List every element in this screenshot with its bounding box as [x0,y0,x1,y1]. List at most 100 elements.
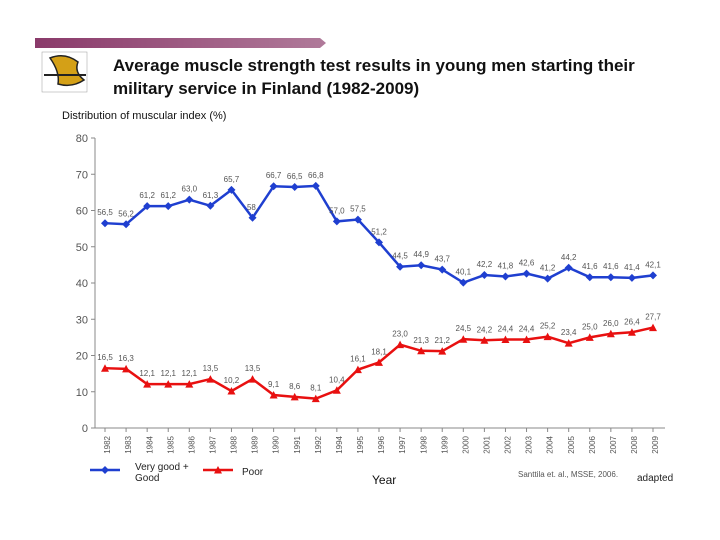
legend-marker [214,466,222,474]
data-label: 27,7 [645,313,661,322]
marker [522,269,531,278]
data-label: 56,5 [97,208,113,217]
data-label: 57,5 [350,205,366,214]
marker [143,380,152,388]
data-label: 12,1 [160,369,176,378]
header-bar [35,38,326,48]
marker [311,181,320,190]
x-tick-label: 1991 [293,435,302,453]
marker [543,274,552,283]
data-label: 18,1 [371,347,387,356]
x-tick-label: 1988 [230,435,239,453]
data-label: 24,4 [519,325,535,334]
x-tick-label: 1989 [251,435,260,453]
marker [522,335,531,344]
data-label: 13,5 [203,364,219,373]
data-label: 66,7 [266,171,282,180]
data-label: 26,4 [624,317,640,326]
data-label: 8,1 [310,384,322,393]
source: Santtila et. al., MSSE, 2006. [518,470,619,479]
x-tick-label: 2009 [651,435,660,453]
y-tick-label: 30 [76,314,88,326]
subtitle: Distribution of muscular index (%) [62,110,227,122]
x-tick-label: 1998 [419,435,428,453]
x-tick-label: 1992 [314,435,323,453]
legend-marker [101,466,109,474]
data-label: 23,0 [392,330,408,339]
marker [396,340,405,349]
data-label: 42,6 [519,259,535,268]
legend-label: Very good + Good [135,462,189,484]
data-label: 25,2 [540,322,556,331]
x-tick-label: 1987 [208,435,217,453]
x-tick-label: 1986 [187,435,196,453]
data-label: 10,2 [224,376,240,385]
marker [606,273,615,282]
marker [206,375,215,383]
marker [627,273,636,282]
data-label: 16,5 [97,353,113,362]
y-tick-label: 50 [76,242,88,254]
marker [649,323,657,332]
x-tick-label: 1996 [377,435,386,453]
x-tick-label: 2006 [588,435,597,453]
marker [227,185,236,194]
data-label: 43,7 [434,255,450,264]
logo [41,51,88,93]
data-label: 24,5 [456,324,472,333]
data-label: 41,6 [582,262,598,271]
data-label: 12,1 [139,369,155,378]
x-tick-label: 2004 [546,435,555,453]
marker [332,386,341,394]
marker [332,217,341,226]
data-label: 16,1 [350,355,366,364]
marker [480,336,489,344]
data-label: 41,8 [498,261,514,270]
marker [122,364,131,373]
marker [375,238,383,247]
marker [627,328,636,336]
x-tick-label: 1982 [103,435,112,453]
marker [649,271,657,280]
note: adapted [637,473,674,484]
data-label: 44,2 [561,253,577,262]
x-tick-label: 2001 [482,435,491,453]
data-label: 63,0 [182,185,198,194]
x-tick-label: 1983 [124,435,133,453]
data-label: 66,8 [308,171,324,180]
data-label: 41,4 [624,263,640,272]
x-tick-label: 1985 [166,435,175,453]
marker [564,339,573,347]
marker [206,201,215,210]
marker [417,346,426,355]
x-tick-label: 1995 [356,435,365,453]
y-tick-label: 80 [76,133,88,145]
data-label: 61,3 [203,191,219,200]
marker [396,262,405,271]
data-label: 66,5 [287,172,303,181]
x-tick-label: 2002 [504,435,513,453]
data-label: 25,0 [582,322,598,331]
marker [311,394,320,403]
marker [585,273,594,282]
data-label: 56,2 [118,209,134,218]
y-tick-label: 60 [76,206,88,218]
data-label: 41,2 [540,264,556,273]
data-label: 16,3 [118,354,134,363]
marker [290,182,299,191]
y-tick-label: 10 [76,387,88,399]
data-label: 42,1 [645,260,661,269]
marker [543,332,552,341]
marker [185,380,194,388]
marker [143,202,152,211]
marker [501,335,510,344]
y-tick-label: 40 [76,278,88,290]
data-label: 57,0 [329,206,345,215]
marker [438,265,447,274]
data-label: 61,2 [160,191,176,200]
marker [459,278,468,287]
marker [353,365,362,374]
marker [501,272,510,281]
x-axis-label: Year [372,473,397,487]
